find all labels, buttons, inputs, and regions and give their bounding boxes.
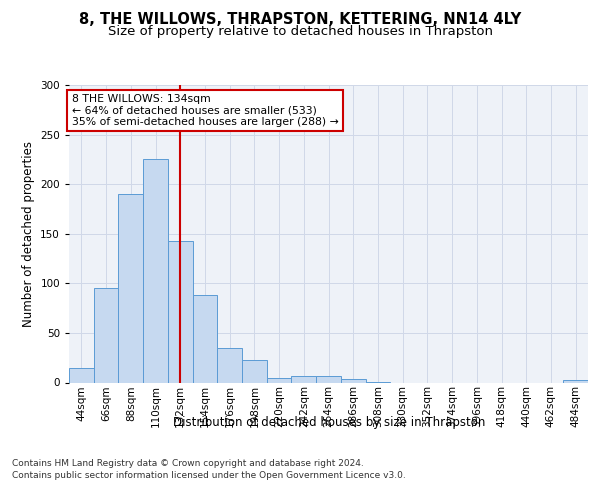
Text: Contains HM Land Registry data © Crown copyright and database right 2024.: Contains HM Land Registry data © Crown c… [12, 460, 364, 468]
Bar [69, 368, 94, 382]
Bar [341, 378, 365, 382]
Y-axis label: Number of detached properties: Number of detached properties [22, 141, 35, 327]
Bar [94, 288, 118, 382]
Bar [143, 160, 168, 382]
Text: 8, THE WILLOWS, THRAPSTON, KETTERING, NN14 4LY: 8, THE WILLOWS, THRAPSTON, KETTERING, NN… [79, 12, 521, 26]
Bar [563, 380, 588, 382]
Bar [316, 376, 341, 382]
Bar [267, 378, 292, 382]
Bar [242, 360, 267, 382]
Text: Contains public sector information licensed under the Open Government Licence v3: Contains public sector information licen… [12, 472, 406, 480]
Text: Size of property relative to detached houses in Thrapston: Size of property relative to detached ho… [107, 24, 493, 38]
Bar [118, 194, 143, 382]
Bar [168, 240, 193, 382]
Text: Distribution of detached houses by size in Thrapston: Distribution of detached houses by size … [173, 416, 485, 429]
Text: 8 THE WILLOWS: 134sqm
← 64% of detached houses are smaller (533)
35% of semi-det: 8 THE WILLOWS: 134sqm ← 64% of detached … [71, 94, 338, 127]
Bar [292, 376, 316, 382]
Bar [193, 295, 217, 382]
Bar [217, 348, 242, 382]
